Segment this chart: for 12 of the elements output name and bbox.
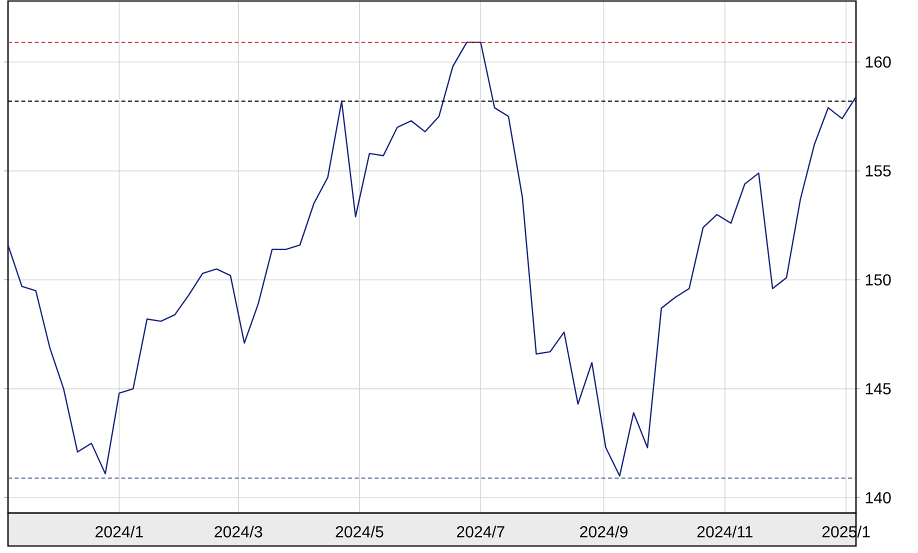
x-tick-label: 2024/3 [214,526,262,538]
x-tick-label: 2024/7 [456,526,504,538]
y-tick-label: 155 [866,165,891,177]
y-tick-label: 140 [866,492,891,504]
x-tick-label: 2024/1 [96,526,143,538]
y-tick-label: 150 [866,274,891,286]
x-tick-label: 2024/11 [697,526,752,538]
x-tick-label: 2024/5 [336,526,384,538]
x-tick-label: 2024/9 [580,526,628,538]
y-tick-label: 145 [866,383,891,394]
line-series [8,42,856,477]
y-tick-label: 160 [866,56,891,68]
